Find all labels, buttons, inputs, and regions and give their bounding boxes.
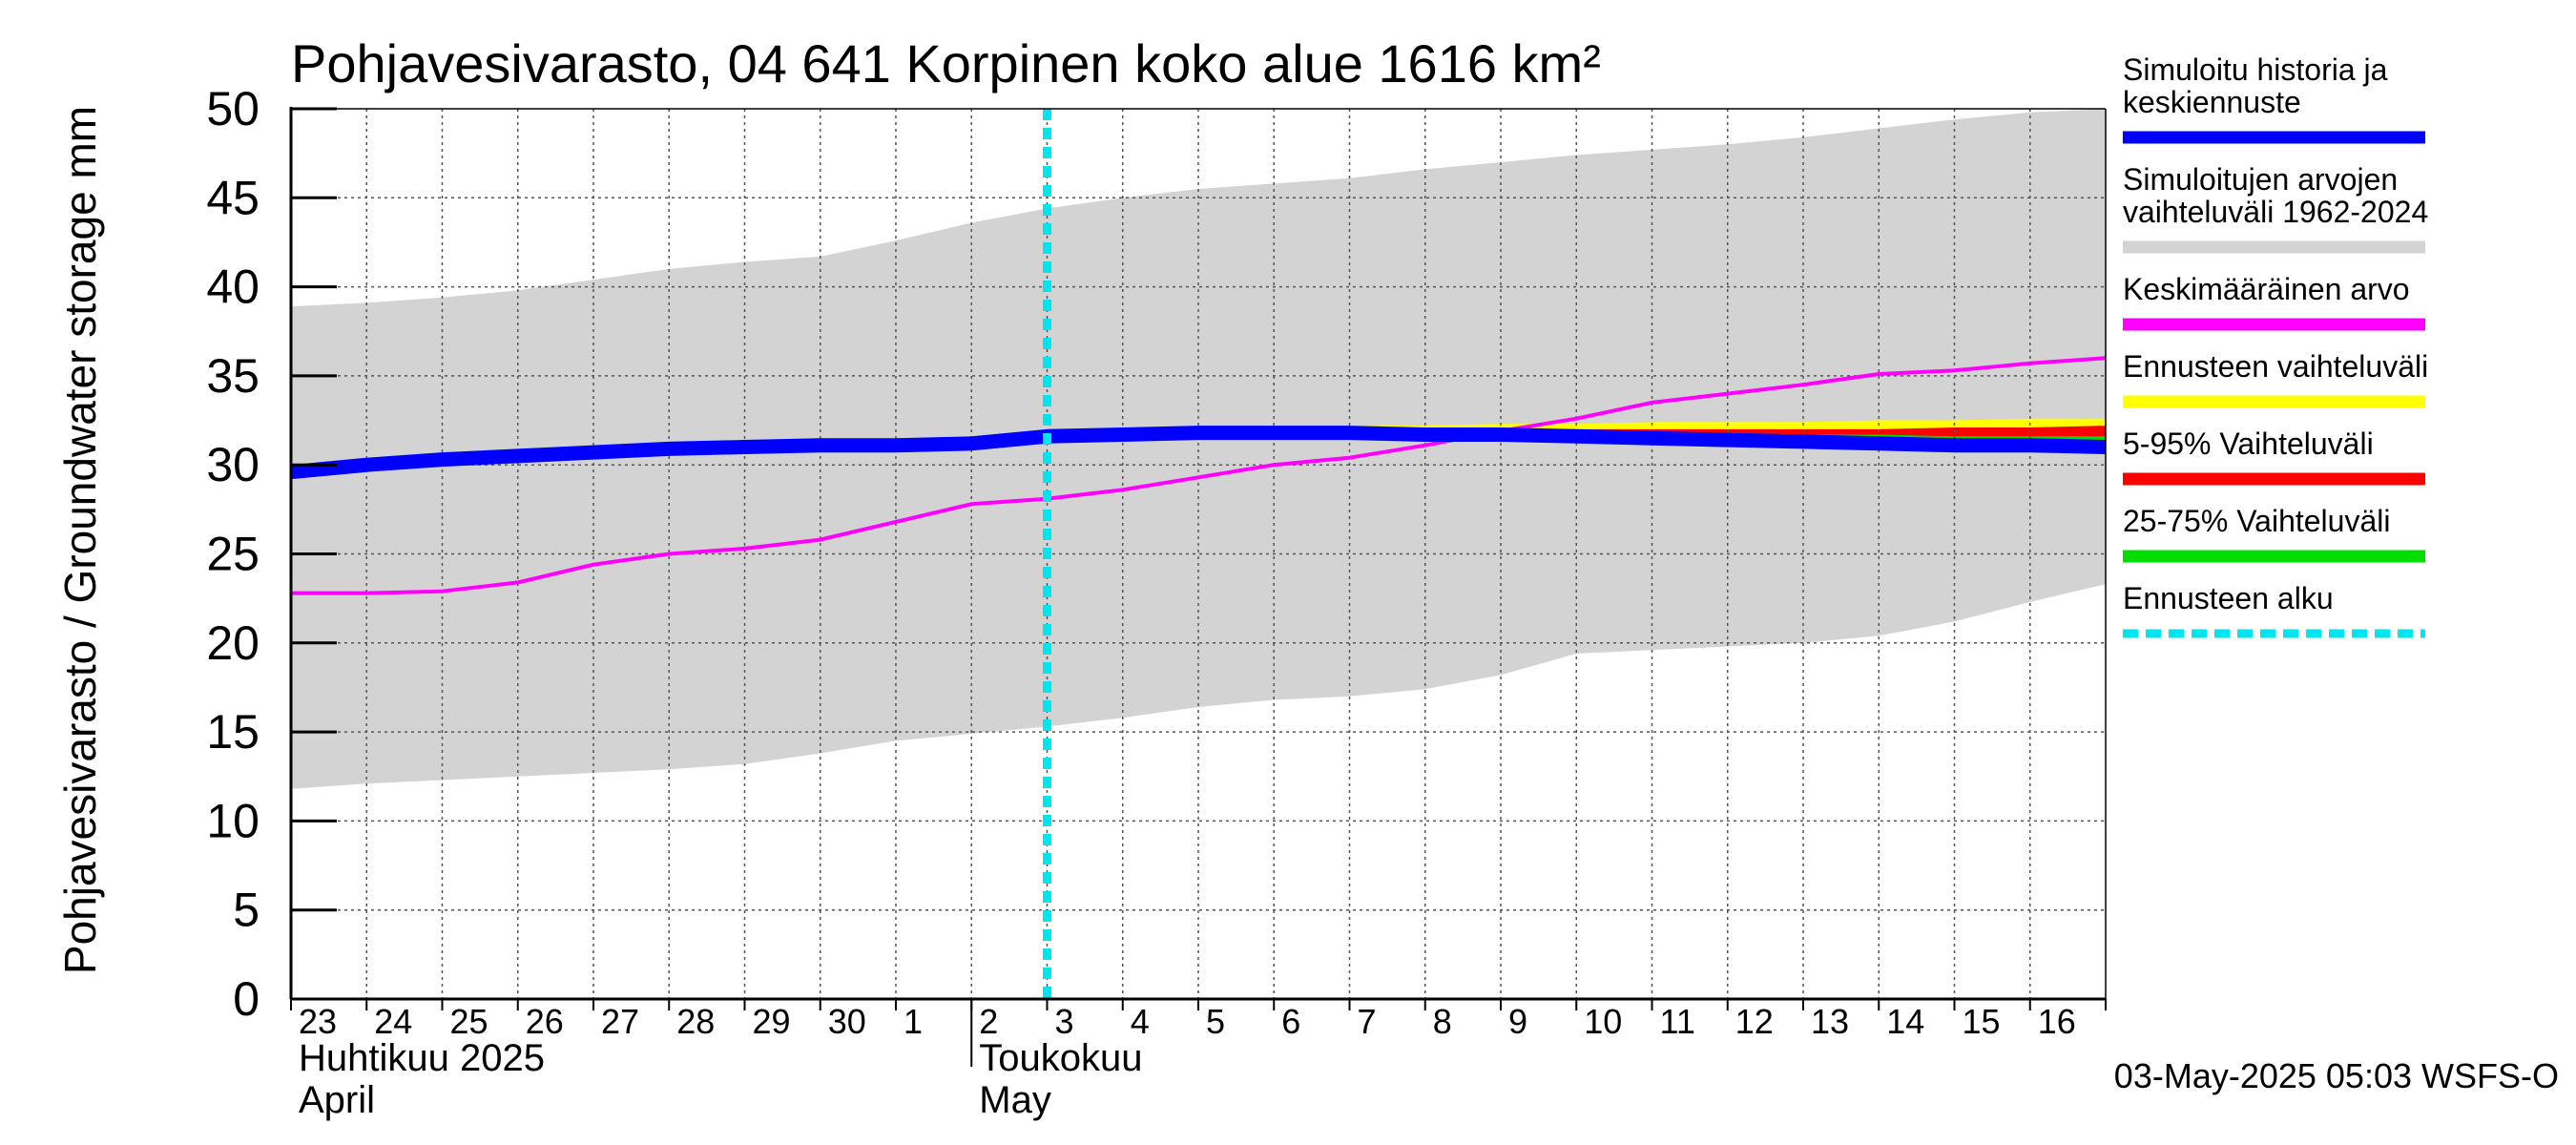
x-tick-label: 2 [979, 1002, 998, 1041]
y-tick-label: 50 [206, 82, 260, 135]
x-tick-label: 26 [526, 1002, 564, 1041]
x-tick-label: 29 [753, 1002, 791, 1041]
legend-label: 5-95% Vaihteluväli [2123, 427, 2374, 461]
x-tick-label: 25 [450, 1002, 488, 1041]
y-tick-label: 40 [206, 260, 260, 314]
legend-label: vaihteluväli 1962-2024 [2123, 195, 2428, 229]
legend-label: Keskimääräinen arvo [2123, 272, 2410, 306]
y-tick-label: 25 [206, 528, 260, 581]
timestamp-label: 03-May-2025 05:03 WSFS-O [2114, 1056, 2559, 1095]
mean-value-line [291, 356, 2107, 595]
x-tick-label: 3 [1055, 1002, 1074, 1041]
y-tick-label: 10 [206, 794, 260, 847]
y-axis-label: Pohjavesivarasto / Groundwater storage m… [55, 106, 105, 974]
y-tick-label: 35 [206, 349, 260, 403]
x-tick-label: 10 [1584, 1002, 1622, 1041]
x-tick-label: 9 [1508, 1002, 1527, 1041]
x-tick-label: 13 [1811, 1002, 1849, 1041]
x-tick-label: 24 [374, 1002, 412, 1041]
x-tick-label: 30 [828, 1002, 866, 1041]
legend-label: 25-75% Vaihteluväli [2123, 504, 2390, 538]
legend-label: Ennusteen vaihteluväli [2123, 349, 2428, 384]
x-tick-label: 27 [601, 1002, 639, 1041]
legend-label: keskiennuste [2123, 85, 2301, 119]
chart-title: Pohjavesivarasto, 04 641 Korpinen koko a… [291, 33, 1601, 94]
x-tick-label: 28 [676, 1002, 715, 1041]
y-tick-label: 5 [233, 884, 260, 937]
x-tick-label: 4 [1131, 1002, 1150, 1041]
x-tick-label: 11 [1660, 1002, 1695, 1041]
y-tick-label: 45 [206, 171, 260, 224]
month-label-en: April [299, 1079, 375, 1121]
x-tick-label: 8 [1433, 1002, 1452, 1041]
x-tick-label: 23 [299, 1002, 337, 1041]
x-tick-label: 12 [1735, 1002, 1774, 1041]
y-tick-label: 20 [206, 616, 260, 670]
month-label-fi: Huhtikuu 2025 [299, 1037, 545, 1079]
y-tick-label: 15 [206, 705, 260, 759]
month-label-en: May [979, 1079, 1051, 1121]
x-tick-label: 6 [1281, 1002, 1300, 1041]
x-tick-label: 16 [2038, 1002, 2076, 1041]
x-tick-label: 14 [1886, 1002, 1924, 1041]
x-tick-label: 7 [1358, 1002, 1377, 1041]
legend-label: Ennusteen alku [2123, 581, 2334, 615]
y-tick-label: 30 [206, 438, 260, 491]
legend-label: Simuloitu historia ja [2123, 52, 2388, 87]
simulated-history-forecast-line [290, 426, 2107, 480]
legend-label: Simuloitujen arvojen [2123, 162, 2398, 197]
y-tick-label: 0 [233, 972, 260, 1026]
x-tick-label: 15 [1963, 1002, 2001, 1041]
x-tick-label: 5 [1206, 1002, 1225, 1041]
x-tick-label: 1 [904, 1002, 923, 1041]
month-label-fi: Toukokuu [979, 1037, 1142, 1079]
